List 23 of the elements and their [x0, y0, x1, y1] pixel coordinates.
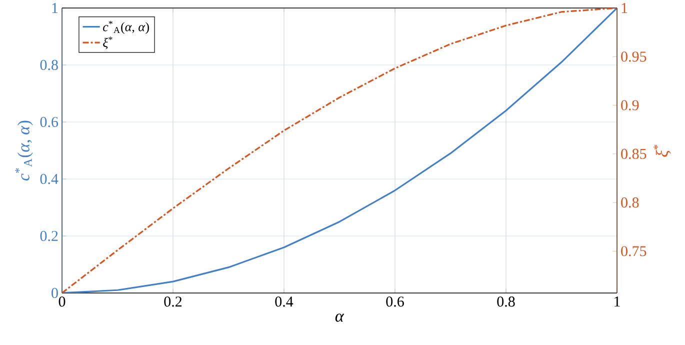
y-tick-label: 0	[52, 288, 58, 298]
legend-label: c$^{*}$$_{A}$(α, α)	[103, 20, 149, 34]
y-tick-label: 0.4	[40, 174, 58, 184]
y-axis-title: c$^{*}$$_{A}$(α, α)	[15, 120, 33, 180]
x-tick-label: 0.4	[275, 296, 294, 307]
y-tick-label: 0.2	[40, 230, 58, 242]
y-tick-label: 0.8	[40, 60, 58, 70]
y2-tick-label: 0.95	[621, 52, 646, 62]
x-tick-label: 1	[614, 296, 620, 306]
x-tick-label: 0.2	[164, 296, 182, 307]
y2-axis-title: ξ$^{*}$	[654, 144, 671, 157]
y-tick-label: 1	[52, 3, 58, 13]
x-tick-label: 0.8	[497, 296, 515, 307]
x-tick-label: 0	[58, 296, 66, 307]
y2-tick-label: 0.75	[621, 246, 646, 256]
x-tick-label: 0.6	[386, 296, 404, 307]
y2-tick-label: 0.8	[621, 197, 639, 208]
y-tick-label: 0.6	[40, 116, 58, 128]
legend-label: ξ$^{*}$	[103, 36, 112, 50]
x-axis-title: α	[335, 314, 344, 322]
y2-tick-label: 0.85	[621, 148, 646, 159]
y2-tick-label: 0.9	[621, 100, 639, 110]
y2-tick-label: 1	[622, 3, 628, 13]
